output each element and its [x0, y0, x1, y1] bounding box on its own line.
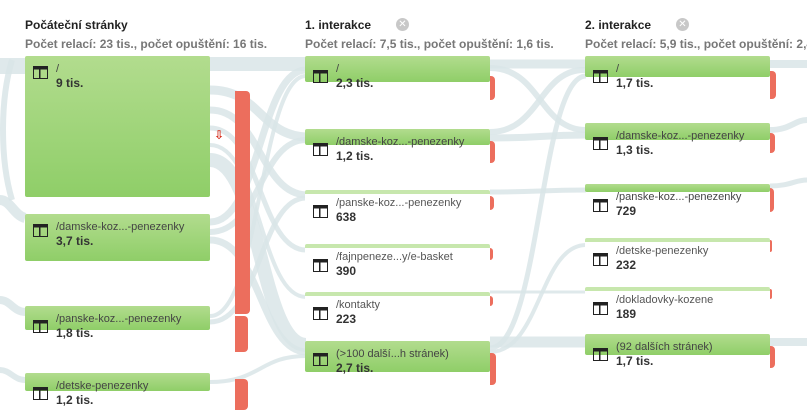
page-layout-icon: [33, 320, 48, 333]
node-path: /damske-koz...-penezenky: [616, 130, 745, 142]
page-layout-icon: [313, 205, 328, 218]
node-path: /detske-penezenky: [616, 245, 709, 257]
column-title: 2. interakce: [585, 18, 652, 32]
node-count: 2,3 tis.: [336, 76, 374, 90]
node-count: 638: [336, 210, 357, 224]
node-path: /damske-koz...-penezenky: [56, 221, 185, 233]
page-layout-icon: [593, 70, 608, 83]
page-layout-icon: [33, 387, 48, 400]
node-path: /: [336, 63, 340, 75]
page-layout-icon: [313, 259, 328, 272]
node-path: /panske-koz...-penezenky: [336, 197, 462, 209]
column-header-first-interaction: 1. interakce Počet relací: 7,5 tis., poč…: [305, 16, 554, 51]
page-layout-icon: [593, 348, 608, 361]
node-path: /dokladovky-kozene: [616, 294, 714, 306]
node-count: 390: [336, 264, 357, 278]
page-layout-icon: [593, 302, 608, 315]
close-circle-icon[interactable]: ✕: [676, 18, 689, 31]
node-count: 1,8 tis.: [56, 326, 94, 340]
node-path: (>100 další...h stránek): [336, 348, 449, 360]
dropoff-arrow-icon[interactable]: ⇩: [214, 128, 225, 142]
column-subtitle: Počet relací: 7,5 tis., počet opuštění: …: [305, 37, 554, 51]
page-layout-icon: [313, 70, 328, 83]
node-count: 1,2 tis.: [336, 149, 374, 163]
page-layout-icon: [593, 137, 608, 150]
node-count: 1,7 tis.: [616, 354, 654, 368]
node-count: 1,3 tis.: [616, 143, 654, 157]
node-path: /fajnpeneze...y/e-basket: [336, 251, 453, 263]
column-subtitle: Počet relací: 23 tis., počet opuštění: 1…: [25, 37, 268, 51]
column-header-second-interaction: 2. interakce Počet relací: 5,9 tis., poč…: [585, 16, 807, 51]
node-path: /kontakty: [336, 299, 381, 311]
node-count: 189: [616, 307, 637, 321]
node-path: /panske-koz...-penezenky: [56, 313, 182, 325]
node-count: 232: [616, 258, 637, 272]
node-count: 2,7 tis.: [336, 361, 374, 375]
page-layout-icon: [313, 353, 328, 366]
node-path: /panske-koz...-penezenky: [616, 191, 742, 203]
page-layout-icon: [593, 199, 608, 212]
node-count: 729: [616, 204, 637, 218]
node-path: /damske-koz...-penezenky: [336, 136, 465, 148]
node-count: 3,7 tis.: [56, 234, 94, 248]
close-circle-icon[interactable]: ✕: [396, 18, 409, 31]
node-count: 1,2 tis.: [56, 393, 94, 407]
node-path: /detske-penezenky: [56, 380, 149, 392]
node-count: 223: [336, 312, 357, 326]
node-count: 9 tis.: [56, 76, 84, 90]
column-header-starting-pages: Počáteční stránky Počet relací: 23 tis.,…: [25, 16, 267, 51]
page-layout-icon: [313, 143, 328, 156]
page-layout-icon: [33, 66, 48, 79]
page-layout-icon: [593, 253, 608, 266]
node-path: /: [56, 63, 60, 75]
column-subtitle: Počet relací: 5,9 tis., počet opuštění: …: [585, 37, 807, 51]
page-layout-icon: [33, 224, 48, 237]
node-path: /: [616, 63, 620, 75]
column-title: 1. interakce: [305, 18, 372, 32]
node-count: 1,7 tis.: [616, 76, 654, 90]
column-title: Počáteční stránky: [25, 18, 128, 32]
page-layout-icon: [313, 307, 328, 320]
node-path: (92 dalších stránek): [616, 341, 713, 353]
